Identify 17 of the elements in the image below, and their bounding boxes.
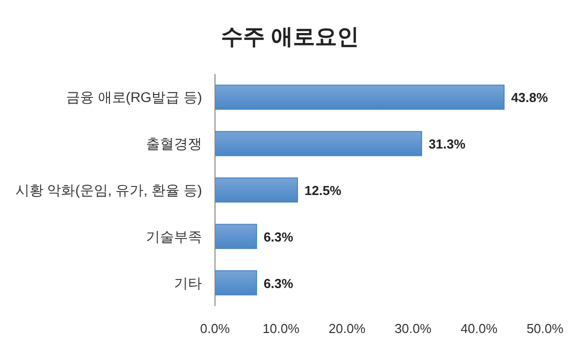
ytick: 시황 악화(운임, 유가, 환율 등)	[15, 182, 202, 198]
ytick: 기술부족	[146, 228, 202, 244]
data-label: 6.3%	[264, 276, 294, 291]
ytick: 금융 애로(RG발급 등)	[66, 89, 202, 106]
xtick: 10.0%	[262, 321, 300, 336]
xtick: 40.0%	[460, 321, 498, 336]
ytick: 기타	[174, 274, 202, 291]
data-label: 31.3%	[428, 136, 466, 152]
title: 수주 애로요인	[220, 24, 360, 49]
data-label: 12.5%	[304, 183, 342, 198]
data-label: 43.8%	[511, 90, 548, 106]
xtick: 30.0%	[394, 321, 432, 336]
xtick: 0.0%	[200, 321, 230, 336]
ytick: 출혈경쟁	[146, 136, 202, 152]
xtick: 20.0%	[328, 321, 366, 336]
xtick: 50.0%	[526, 321, 564, 336]
data-label: 6.3%	[264, 229, 294, 244]
